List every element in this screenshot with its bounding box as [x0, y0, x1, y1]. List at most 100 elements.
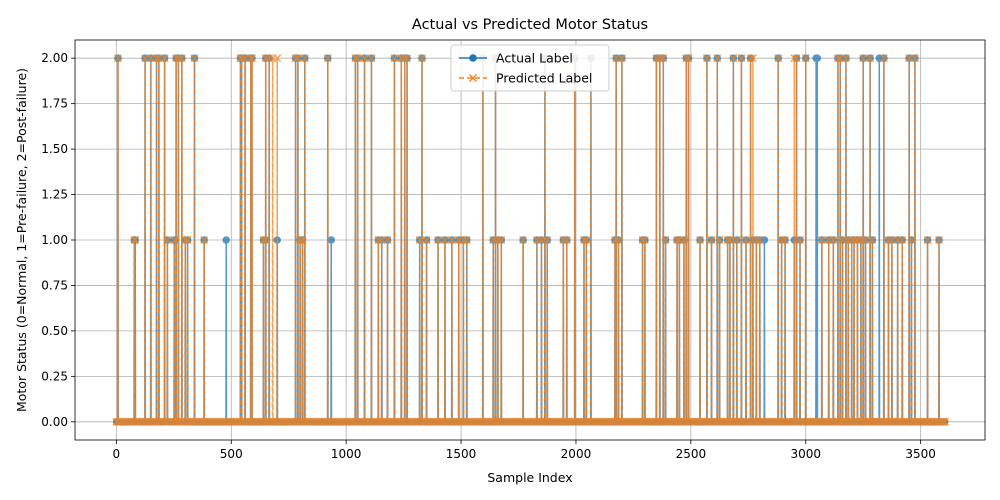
data-point: [813, 54, 822, 62]
data-point: [732, 236, 741, 244]
data-point: [241, 54, 250, 63]
legend-marker: [469, 54, 477, 62]
data-point: [154, 54, 163, 63]
y-tick-label: 0.00: [41, 415, 68, 429]
data-point: [131, 236, 140, 244]
data-point: [702, 54, 711, 63]
data-point: [713, 54, 722, 63]
data-point: [163, 236, 172, 244]
data-point: [796, 236, 805, 244]
data-point: [905, 54, 914, 63]
data-point: [774, 54, 783, 63]
y-tick-label: 1.25: [41, 188, 68, 202]
x-tick-label: 3500: [905, 447, 936, 461]
data-point: [655, 54, 664, 63]
data-point: [261, 54, 270, 63]
x-tick-label: 2000: [561, 447, 592, 461]
data-point: [836, 54, 845, 63]
data-point: [246, 54, 255, 63]
data-point: [152, 54, 161, 63]
data-point: [300, 54, 309, 63]
legend-marker: [469, 74, 477, 82]
data-point: [884, 236, 893, 244]
data-point: [265, 54, 274, 63]
legend-label: Predicted Label: [496, 71, 592, 86]
data-point: [847, 236, 856, 244]
data-point: [177, 54, 186, 63]
data-point: [612, 54, 621, 63]
data-point: [400, 54, 409, 63]
data-point: [374, 236, 383, 244]
data-point: [638, 236, 647, 244]
data-point: [222, 236, 231, 244]
data-point: [611, 236, 620, 244]
data-point: [237, 54, 246, 63]
data-point: [493, 236, 502, 244]
data-point: [580, 236, 588, 244]
data-point: [781, 236, 790, 244]
data-point: [614, 236, 623, 244]
data-point: [200, 236, 209, 244]
data-point: [403, 54, 412, 63]
data-point: [725, 236, 734, 244]
x-tick-label: 1500: [446, 447, 477, 461]
legend-box: [450, 44, 610, 92]
data-point: [183, 236, 192, 244]
data-point: [898, 236, 907, 244]
data-point: [293, 54, 302, 63]
x-axis: 0 500 1000 1500 2000 2500 3000 3500: [113, 440, 936, 461]
data-point: [659, 54, 668, 63]
data-point: [434, 236, 443, 244]
data-point: [887, 236, 896, 244]
data-point: [746, 54, 755, 63]
data-point: [790, 54, 799, 63]
data-point: [617, 54, 626, 63]
data-point: [715, 236, 724, 244]
x-axis-label: Sample Index: [487, 470, 572, 485]
data-point: [861, 236, 870, 244]
data-point: [323, 54, 332, 63]
data-point: [792, 54, 801, 63]
data-point: [752, 236, 761, 244]
data-point: [141, 54, 150, 63]
data-point: [418, 54, 426, 63]
data-point: [146, 54, 155, 63]
data-point: [817, 236, 826, 244]
data-point: [261, 236, 270, 244]
y-tick-label: 0.50: [41, 324, 68, 338]
series-predicted: [112, 54, 950, 426]
data-point: [923, 236, 932, 244]
legend-item-actual: Actual Label: [459, 51, 573, 66]
data-point: [543, 236, 552, 244]
data-point: [777, 236, 786, 244]
data-point: [447, 236, 456, 244]
y-tick-label: 0.25: [41, 369, 68, 383]
data-point: [377, 236, 386, 244]
data-point: [696, 236, 705, 244]
data-point: [174, 54, 183, 63]
data-point: [190, 54, 199, 63]
data-point: [801, 54, 810, 63]
data-point: [259, 236, 268, 244]
data-point: [562, 236, 571, 244]
x-tick-label: 2500: [676, 447, 707, 461]
chart-title: Actual vs Predicted Motor Status: [412, 17, 648, 33]
data-point: [879, 54, 888, 63]
data-point: [935, 236, 944, 244]
data-point: [682, 54, 691, 63]
data-point: [841, 54, 850, 63]
y-tick-label: 2.00: [41, 51, 68, 65]
x-tick-label: 1000: [331, 447, 362, 461]
data-point: [684, 54, 693, 63]
data-point: [497, 236, 506, 244]
data-point: [172, 54, 181, 63]
data-point: [247, 54, 256, 63]
x-tick-label: 500: [220, 447, 243, 461]
data-point: [360, 54, 369, 63]
data-point: [440, 236, 449, 244]
data-point: [910, 54, 919, 63]
data-point: [907, 236, 916, 244]
baseline-point-markers: [112, 417, 950, 426]
data-point: [170, 236, 179, 244]
series-layer: [112, 54, 950, 426]
